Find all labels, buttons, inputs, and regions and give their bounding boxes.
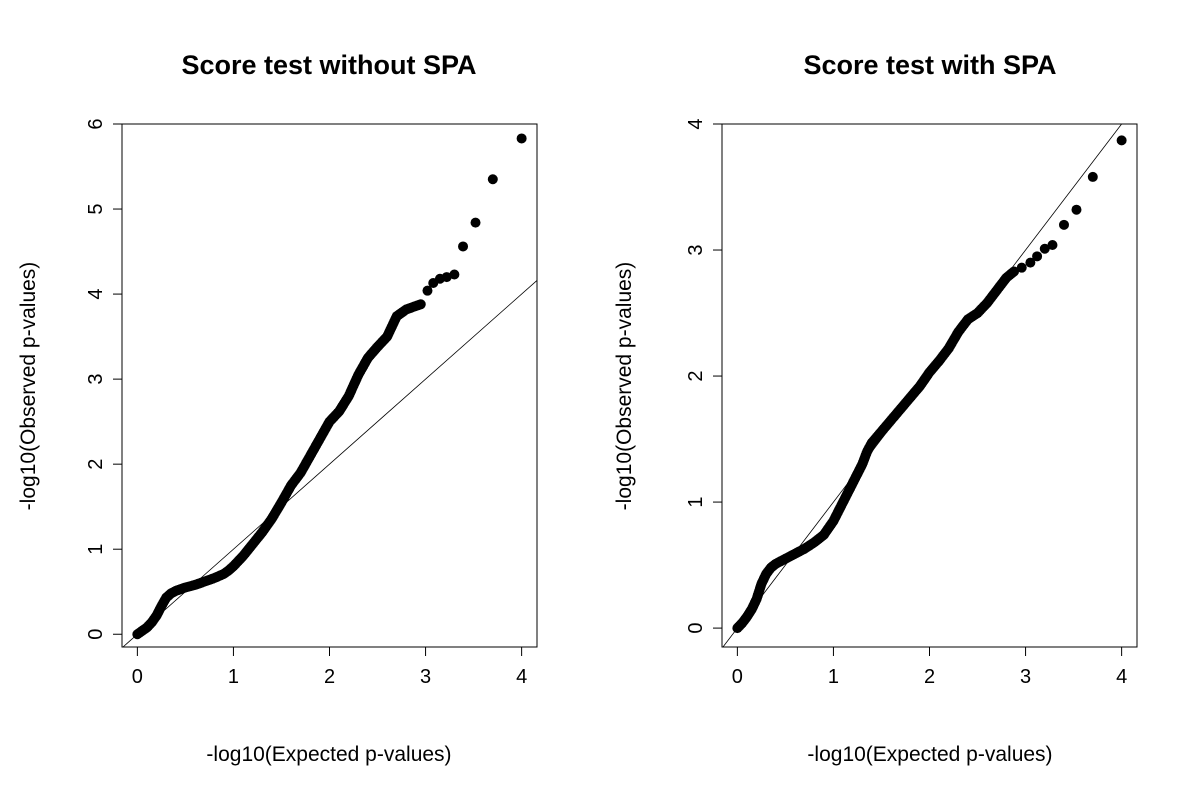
y-axis: 0 1 2 3 4	[685, 118, 723, 634]
panel-title: Score test with SPA	[803, 50, 1056, 80]
y-tick-label: 2	[685, 370, 707, 381]
x-tick-label: 0	[732, 666, 743, 688]
y-tick-label: 1	[85, 544, 107, 555]
data-point	[1009, 266, 1020, 277]
x-tick-label: 4	[1116, 666, 1127, 688]
x-axis: 0 1 2 3 4	[132, 646, 527, 688]
x-tick-label: 3	[1020, 666, 1031, 688]
data-point	[415, 299, 426, 310]
data-point	[441, 272, 452, 283]
x-axis: 0 1 2 3 4	[732, 646, 1127, 688]
y-axis: 0 1 2 3 4 5 6	[85, 118, 123, 640]
data-point	[470, 217, 481, 228]
data-point	[1116, 135, 1127, 146]
x-tick-label: 2	[924, 666, 935, 688]
y-axis-label: -log10(Observed p-values)	[17, 262, 40, 511]
data-points	[132, 133, 527, 640]
data-point	[422, 285, 433, 296]
data-point	[516, 133, 527, 144]
x-axis-label: -log10(Expected p-values)	[206, 743, 451, 766]
x-tick-label: 1	[228, 666, 239, 688]
plot-frame	[121, 123, 538, 648]
data-point	[487, 174, 498, 185]
data-point	[1032, 251, 1043, 262]
x-tick-label: 2	[324, 666, 335, 688]
data-point	[1039, 243, 1050, 254]
data-point	[1047, 239, 1058, 250]
data-point	[1087, 171, 1098, 182]
data-point	[449, 269, 460, 280]
x-tick-label: 1	[828, 666, 839, 688]
x-tick-label: 0	[132, 666, 143, 688]
data-points	[732, 135, 1127, 634]
y-tick-label: 3	[85, 374, 107, 385]
y-tick-label: 1	[685, 497, 707, 508]
y-tick-label: 4	[685, 118, 707, 129]
panel-with-spa: Score test with SPA -log10(Expected p-va…	[613, 50, 1138, 766]
plot-frame	[721, 123, 1138, 648]
data-point	[1025, 257, 1036, 268]
panel-title: Score test without SPA	[181, 50, 476, 80]
y-tick-label: 5	[85, 203, 107, 214]
y-tick-label: 0	[85, 629, 107, 640]
data-point	[1016, 262, 1027, 273]
data-point	[458, 241, 469, 252]
data-point	[1058, 219, 1069, 230]
y-axis-label: -log10(Observed p-values)	[613, 262, 636, 511]
y-tick-label: 0	[685, 623, 707, 634]
y-tick-label: 2	[85, 459, 107, 470]
panel-without-spa: Score test without SPA -log10(Expected p…	[17, 50, 538, 766]
y-tick-label: 3	[685, 244, 707, 255]
y-tick-label: 4	[85, 289, 107, 300]
y-tick-label: 6	[85, 118, 107, 129]
x-axis-label: -log10(Expected p-values)	[807, 743, 1052, 766]
x-tick-label: 3	[420, 666, 431, 688]
data-point	[1071, 204, 1082, 215]
x-tick-label: 4	[516, 666, 527, 688]
